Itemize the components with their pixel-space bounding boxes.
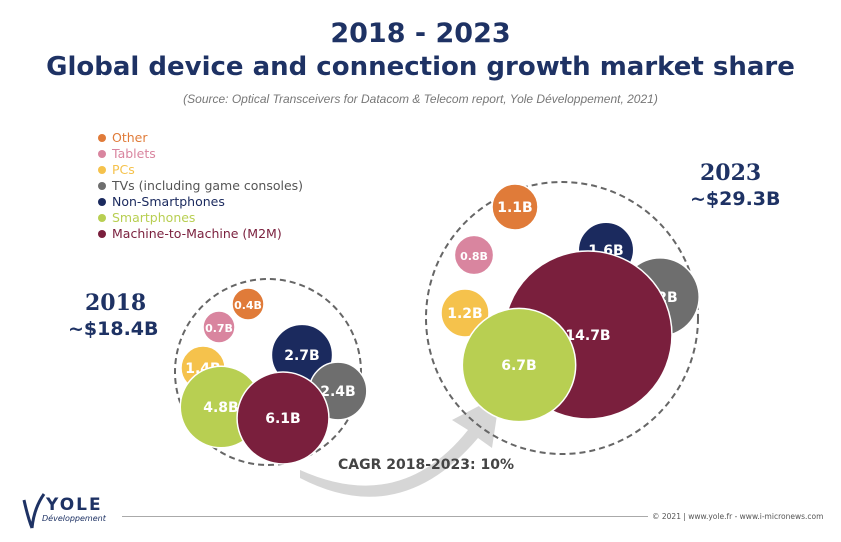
svg-text:YOLE: YOLE — [45, 495, 103, 515]
bubble-2023 — [461, 307, 577, 423]
legend-item: PCs — [98, 162, 303, 178]
legend-swatch — [98, 134, 106, 142]
bubble-label: 6.7B — [501, 358, 536, 374]
year-2018: 2018 — [85, 290, 147, 316]
bubble-label: 1.1B — [497, 200, 532, 216]
bubble-label: 2.7B — [284, 348, 319, 364]
bubble-label: 1.2B — [447, 306, 482, 322]
legend-swatch — [98, 166, 106, 174]
chart-title: 2018 - 2023 — [330, 18, 511, 49]
bubble-2018 — [202, 310, 236, 344]
legend-swatch — [98, 230, 106, 238]
cagr-arrow — [300, 395, 500, 497]
legend-item: TVs (including game consoles) — [98, 178, 303, 194]
legend-swatch — [98, 182, 106, 190]
legend: Other Tablets PCs TVs (including game conso… — [98, 130, 303, 242]
legend-label: Tablets — [112, 146, 156, 161]
legend-swatch — [98, 214, 106, 222]
year-2023: 2023 — [700, 160, 762, 186]
legend-swatch — [98, 150, 106, 158]
bubble-label: 14.7B — [565, 328, 610, 344]
bubble-2023 — [491, 183, 539, 231]
source-note: (Source: Optical Transceivers for Dataco… — [183, 92, 658, 106]
legend-item: Smartphones — [98, 210, 303, 226]
bubble-2023 — [453, 234, 495, 276]
chart-subtitle: Global device and connection growth mark… — [46, 52, 795, 82]
bubble-label: 0.7B — [205, 322, 233, 335]
legend-swatch — [98, 198, 106, 206]
bubble-label: 0.8B — [460, 250, 488, 263]
total-2023: ~$29.3B — [690, 188, 781, 210]
group-outline-2018 — [174, 278, 362, 466]
footer-copyright: © 2021 | www.yole.fr - www.i-micronews.c… — [652, 512, 824, 521]
footer-rule — [122, 516, 648, 517]
legend-item: Tablets — [98, 146, 303, 162]
legend-label: TVs (including game consoles) — [112, 178, 304, 193]
bubble-label: 2.4B — [320, 384, 355, 400]
legend-label: Non-Smartphones — [112, 194, 225, 209]
cagr-annotation: CAGR 2018-2023: 10% — [338, 457, 514, 473]
yole-logo: YOLE Développement — [18, 488, 128, 536]
legend-label: Smartphones — [112, 210, 196, 225]
legend-label: Machine-to-Machine (M2M) — [112, 226, 282, 241]
bubble-2018 — [236, 371, 330, 465]
legend-item: Machine-to-Machine (M2M) — [98, 226, 303, 242]
svg-text:Développement: Développement — [42, 513, 107, 523]
bubble-label: 0.4B — [234, 299, 262, 312]
legend-item: Other — [98, 130, 303, 146]
total-2018: ~$18.4B — [68, 318, 159, 340]
legend-label: Other — [112, 130, 148, 145]
group-outline-2023 — [425, 181, 699, 455]
legend-item: Non-Smartphones — [98, 194, 303, 210]
legend-label: PCs — [112, 162, 135, 177]
bubble-2018 — [231, 287, 265, 321]
bubble-label: 6.1B — [265, 411, 300, 427]
bubble-label: 4.8B — [203, 400, 238, 416]
bubble-2023 — [440, 288, 490, 338]
